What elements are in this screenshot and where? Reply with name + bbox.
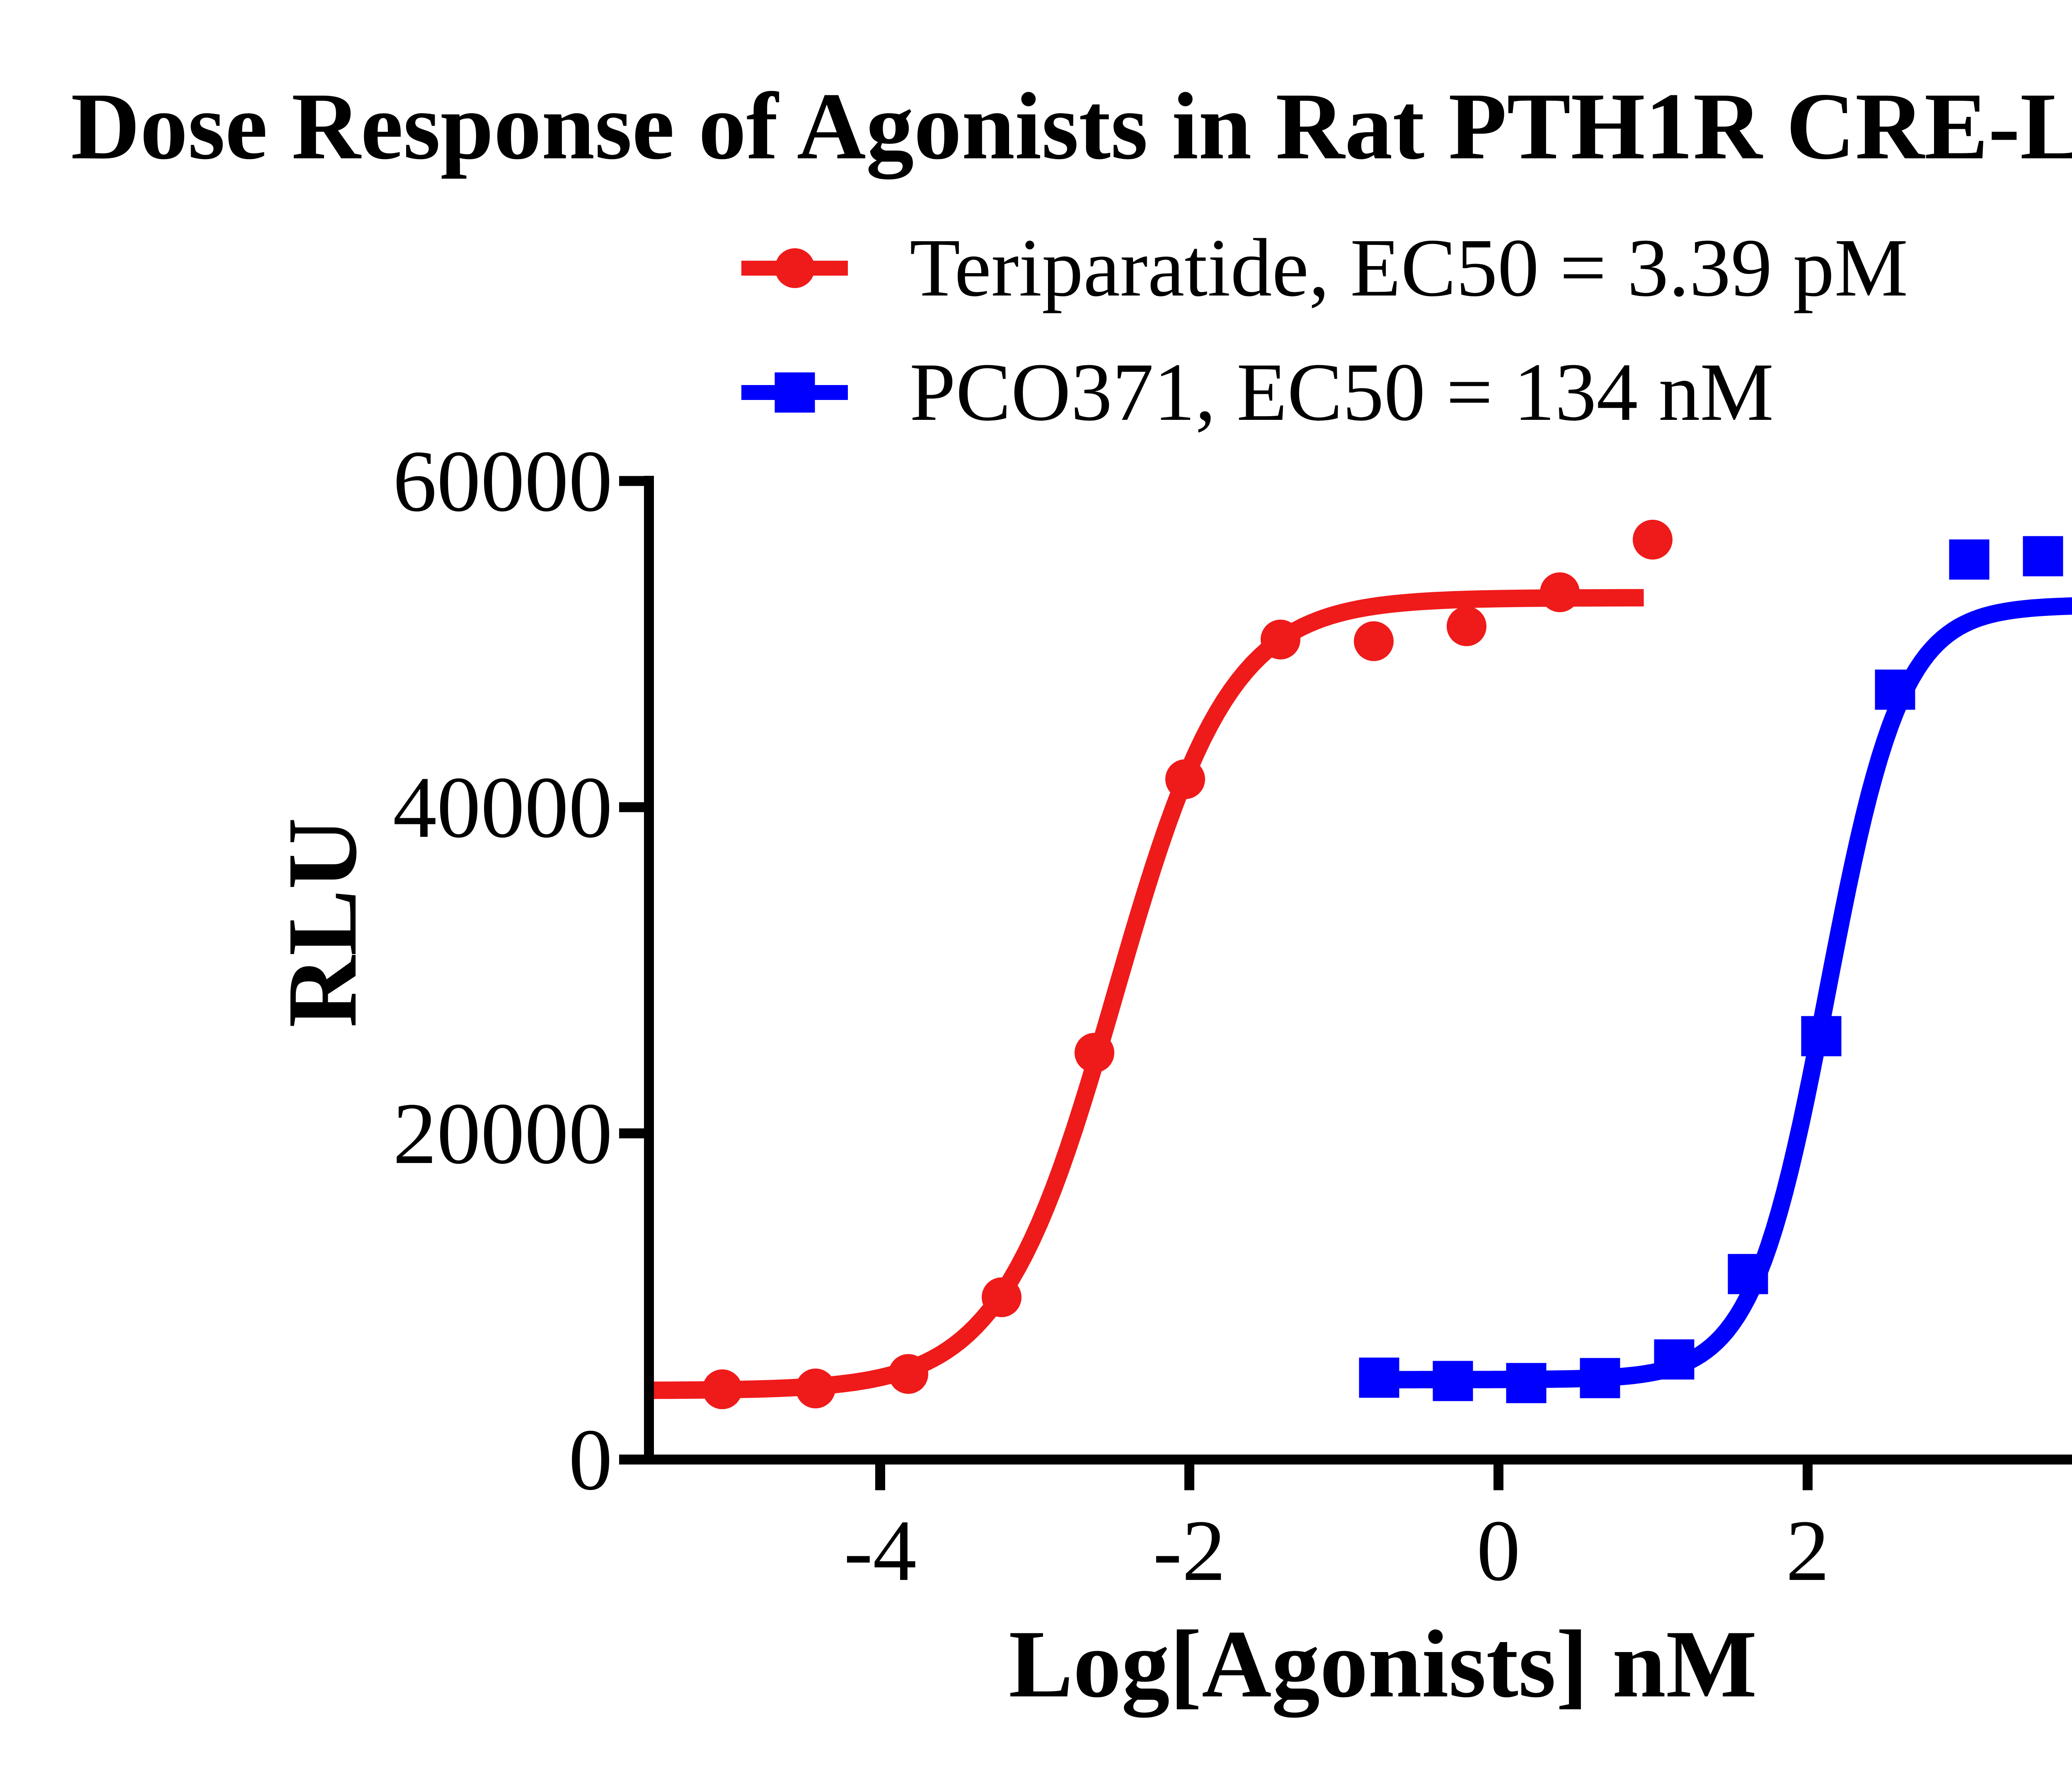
svg-text:Log[Agonists] nM: Log[Agonists] nM <box>1009 1611 1757 1718</box>
svg-text:RLU: RLU <box>267 818 377 1028</box>
svg-text:Dose Response of Agonists in R: Dose Response of Agonists in Rat PTH1R C… <box>71 73 2072 179</box>
svg-text:PCO371, EC50 = 134 nM: PCO371, EC50 = 134 nM <box>910 346 1774 438</box>
svg-text:20000: 20000 <box>393 1085 612 1182</box>
svg-text:Teriparatide, EC50 = 3.39 pM: Teriparatide, EC50 = 3.39 pM <box>910 222 1908 314</box>
svg-text:40000: 40000 <box>393 758 612 856</box>
svg-text:0: 0 <box>569 1411 612 1508</box>
svg-text:2: 2 <box>1786 1502 1830 1599</box>
svg-text:-4: -4 <box>844 1502 917 1599</box>
svg-text:60000: 60000 <box>393 432 612 530</box>
svg-text:0: 0 <box>1477 1502 1520 1599</box>
svg-text:-2: -2 <box>1153 1502 1226 1599</box>
